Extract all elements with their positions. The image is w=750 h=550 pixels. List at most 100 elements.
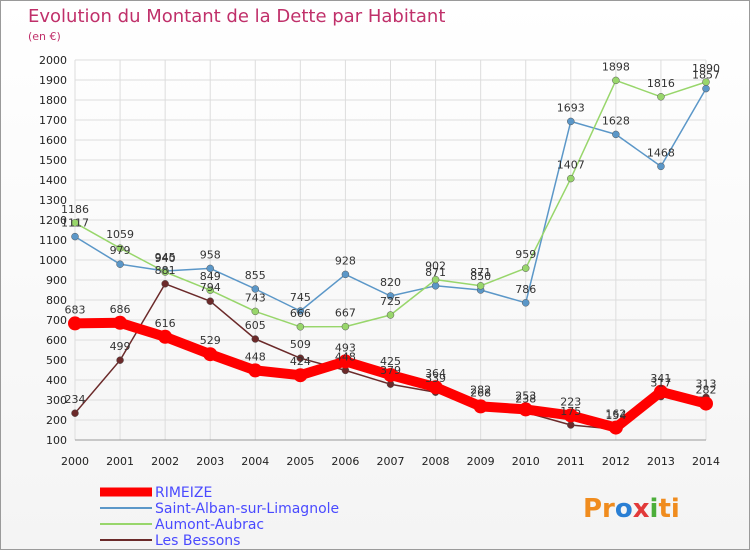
x-tick-label: 2007 [377,455,405,468]
data-point-les-bessons [567,421,575,429]
data-label-aumont-aubrac: 1890 [692,62,720,75]
x-tick-label: 2003 [196,455,224,468]
data-point-aumont-aubrac [521,264,530,272]
data-point-les-bessons [161,280,169,288]
y-tick-label: 1800 [39,94,67,107]
data-point-aumont-aubrac [702,78,710,86]
data-label-rimeize: 448 [245,350,266,363]
data-label-saint-alban-sur-limagnole: 958 [200,248,221,261]
y-tick-label: 1900 [39,74,67,87]
legend-entry: Aumont-Aubrac [155,517,264,533]
data-label-rimeize: 223 [560,395,581,408]
data-point-saint-alban-sur-limagnole [116,260,124,268]
data-label-aumont-aubrac: 743 [245,291,266,304]
data-label-aumont-aubrac: 666 [290,307,311,320]
series-lines [68,76,713,435]
data-label-les-bessons: 234 [65,393,86,406]
data-label-les-bessons: 339 [425,372,446,385]
x-tick-label: 2014 [692,455,720,468]
y-tick-label: 100 [46,434,67,447]
y-axis-ticks: 100 200 300 400 500 600 700 800 900 1000 1100 1200 1… [39,54,67,447]
data-point-rimeize [113,315,128,330]
y-tick-label: 200 [46,414,67,427]
x-tick-label: 2002 [151,455,179,468]
x-tick-label: 2006 [331,455,359,468]
x-tick-label: 2001 [106,455,134,468]
data-label-rimeize: 616 [155,317,176,330]
x-tick-label: 2009 [467,455,495,468]
data-label-aumont-aubrac: 725 [380,295,401,308]
data-label-rimeize: 162 [605,408,626,421]
data-point-rimeize [608,420,623,435]
data-point-rimeize [518,402,533,417]
data-label-aumont-aubrac: 959 [515,248,536,261]
data-label-les-bessons: 605 [245,319,266,332]
data-label-rimeize: 282 [696,384,717,397]
y-tick-label: 500 [46,354,67,367]
data-label-rimeize: 529 [200,334,221,347]
data-point-aumont-aubrac [116,244,124,252]
data-point-aumont-aubrac [431,275,440,284]
data-label-rimeize: 683 [65,303,86,316]
legend-entry: Les Bessons [155,533,240,549]
proxiti-logo: Proxiti [583,494,680,524]
data-point-aumont-aubrac [567,174,575,183]
data-label-les-bessons: 448 [335,350,356,363]
data-point-aumont-aubrac [71,219,79,227]
data-point-aumont-aubrac [612,76,620,85]
x-tick-label: 2011 [557,455,585,468]
data-point-aumont-aubrac [206,286,214,294]
data-point-saint-alban-sur-limagnole [386,292,395,300]
data-label-les-bessons: 313 [696,377,717,390]
data-label-saint-alban-sur-limagnole: 1628 [602,114,630,127]
y-tick-label: 1600 [39,134,67,147]
legend: RIMEIZESaint-Alban-sur-LimagnoleAumont-A… [100,485,339,549]
y-tick-label: 1700 [39,114,67,127]
data-label-saint-alban-sur-limagnole: 786 [515,283,536,296]
x-tick-label: 2010 [512,455,540,468]
data-label-les-bessons: 794 [200,281,221,294]
data-point-rimeize [699,396,713,411]
data-point-saint-alban-sur-limagnole [206,264,214,273]
chart-subtitle: (en €) [28,30,61,43]
data-label-saint-alban-sur-limagnole: 928 [335,254,356,267]
data-label-saint-alban-sur-limagnole: 820 [380,276,401,289]
data-label-saint-alban-sur-limagnole: 1693 [557,101,585,114]
x-tick-label: 2013 [647,455,675,468]
data-point-rimeize [68,316,82,331]
x-tick-label: 2012 [602,455,630,468]
grid-lines [74,59,707,441]
y-tick-label: 1400 [39,174,67,187]
y-tick-label: 800 [46,294,67,307]
y-tick-label: 1500 [39,154,67,167]
data-point-aumont-aubrac [161,268,169,276]
data-point-saint-alban-sur-limagnole [296,307,305,315]
data-point-rimeize [653,384,668,399]
data-point-aumont-aubrac [341,322,350,331]
y-tick-label: 700 [46,314,67,327]
y-tick-label: 1000 [39,254,67,267]
data-point-rimeize [248,363,263,378]
y-tick-label: 1100 [39,234,67,247]
data-point-aumont-aubrac [476,282,485,290]
data-label-les-bessons: 282 [470,384,491,397]
data-label-aumont-aubrac: 902 [425,260,446,273]
legend-entry: Saint-Alban-sur-Limagnole [155,501,339,517]
data-point-rimeize [473,399,488,414]
data-point-saint-alban-sur-limagnole [702,84,710,93]
data-label-saint-alban-sur-limagnole: 979 [110,244,131,257]
data-label-aumont-aubrac: 667 [335,307,356,320]
y-tick-label: 1200 [39,214,67,227]
data-point-les-bessons [71,409,79,417]
data-point-saint-alban-sur-limagnole [521,299,530,307]
data-point-rimeize [428,380,443,395]
data-point-aumont-aubrac [386,311,395,319]
data-point-saint-alban-sur-limagnole [612,130,620,139]
data-label-aumont-aubrac: 871 [470,266,491,279]
data-point-saint-alban-sur-limagnole [657,162,665,171]
data-point-rimeize [293,368,308,383]
data-point-rimeize [338,354,353,369]
data-label-saint-alban-sur-limagnole: 1857 [692,69,720,82]
